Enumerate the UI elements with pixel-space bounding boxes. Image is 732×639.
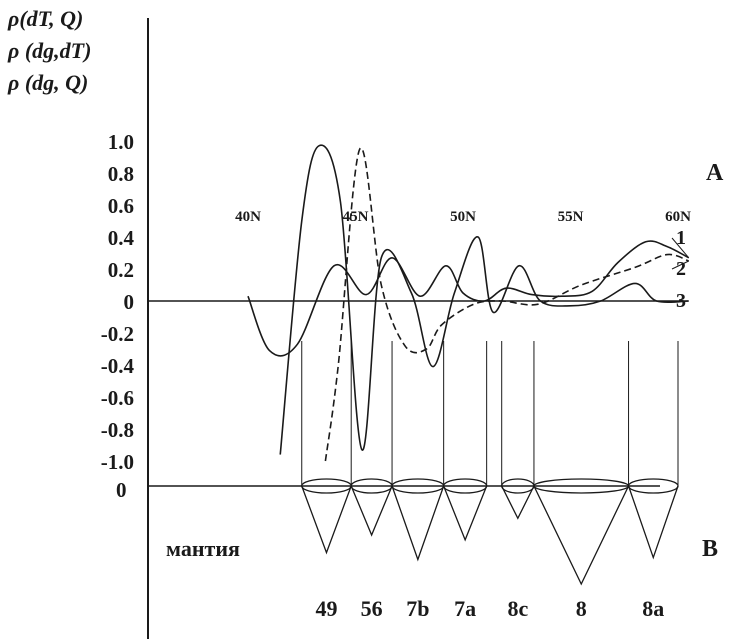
- y-tick-label: -0.2: [101, 322, 134, 346]
- column-cone: [391, 485, 445, 562]
- y-tick-label: 0.6: [108, 194, 134, 218]
- mantle-label: мантия: [166, 536, 240, 561]
- series-leader-1: [671, 237, 690, 259]
- series-label-3: 3: [676, 290, 686, 312]
- series-leader-2: [671, 260, 689, 270]
- y-axis-title-2: ρ (dg,dT): [7, 38, 91, 63]
- panel-a-label: A: [706, 160, 724, 186]
- y-tick-label: 0.2: [108, 258, 134, 282]
- column-label: 8a: [642, 596, 664, 621]
- x-tick-label: 40N: [235, 209, 261, 225]
- y-tick-label: -0.6: [101, 386, 134, 410]
- x-tick-label: 45N: [343, 209, 369, 225]
- y-tick-labels: 1.0 0.8 0.6 0.4 0.2 0 -0.2 -0.4 -0.6 -0.8 -1.0: [101, 130, 135, 474]
- column-label: 7a: [454, 596, 476, 621]
- x-tick-labels: 40N 45N 50N 55N 60N: [235, 209, 691, 225]
- column-label: 8: [576, 596, 587, 621]
- column-label: 8c: [507, 596, 528, 621]
- series-lines: [247, 144, 690, 462]
- y-tick-label: -0.4: [101, 354, 135, 378]
- y-tick-label: -1.0: [101, 450, 134, 474]
- x-tick-label: 60N: [665, 209, 691, 225]
- column-cone: [350, 485, 393, 537]
- column-cone: [501, 485, 535, 520]
- y-tick-label: 1.0: [108, 130, 134, 154]
- column-cone: [627, 485, 679, 560]
- panel-b-zero-label: 0: [116, 478, 127, 502]
- series-line-1: [247, 240, 690, 357]
- column-label: 7b: [406, 596, 429, 621]
- y-tick-label: 0.4: [108, 226, 135, 250]
- series-line-2: [324, 147, 690, 462]
- series-label-1: 1: [676, 227, 686, 249]
- y-axis-titles: ρ(dT, Q) ρ (dg,dT) ρ (dg, Q): [7, 6, 91, 95]
- axes: [147, 18, 688, 639]
- column-cone: [301, 485, 352, 555]
- column-cone: [443, 485, 488, 542]
- column-label: 56: [361, 596, 383, 621]
- panel-b-label: B: [702, 536, 718, 562]
- x-tick-label: 50N: [450, 209, 476, 225]
- column-label: 49: [315, 596, 337, 621]
- series-line-3: [279, 144, 689, 455]
- column-labels: 49 56 7b 7a 8c 8 8a: [315, 596, 664, 621]
- y-axis-title-1: ρ(dT, Q): [7, 6, 83, 31]
- column-cone: [533, 485, 630, 586]
- y-tick-label: 0.8: [108, 162, 134, 186]
- y-axis-title-3: ρ (dg, Q): [7, 70, 88, 95]
- x-tick-label: 55N: [558, 209, 584, 225]
- mantle-columns: [301, 478, 679, 586]
- series-label-2: 2: [676, 258, 686, 280]
- y-tick-label: -0.8: [101, 418, 134, 442]
- y-tick-label: 0: [124, 290, 135, 314]
- column-dividers: [301, 341, 679, 486]
- series-labels: 1 2 3: [671, 227, 690, 312]
